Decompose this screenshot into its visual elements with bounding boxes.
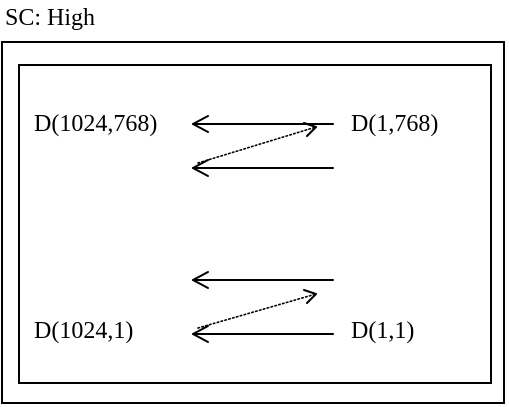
arrow-dotted-return-bottom bbox=[197, 289, 317, 329]
arrow-bottom-row bbox=[192, 325, 334, 343]
label-top-right: D(1,768) bbox=[351, 111, 439, 137]
inner-frame bbox=[18, 64, 492, 384]
arrow-second-row bbox=[192, 159, 334, 177]
label-bottom-left: D(1024,1) bbox=[34, 318, 134, 344]
diagram-caption: SC: High bbox=[5, 5, 96, 31]
arrow-lower-row bbox=[192, 271, 334, 289]
label-bottom-right: D(1,1) bbox=[351, 318, 415, 344]
outer-frame bbox=[1, 41, 505, 404]
label-top-left: D(1024,768) bbox=[34, 111, 158, 137]
arrow-dotted-return-top bbox=[197, 122, 317, 164]
